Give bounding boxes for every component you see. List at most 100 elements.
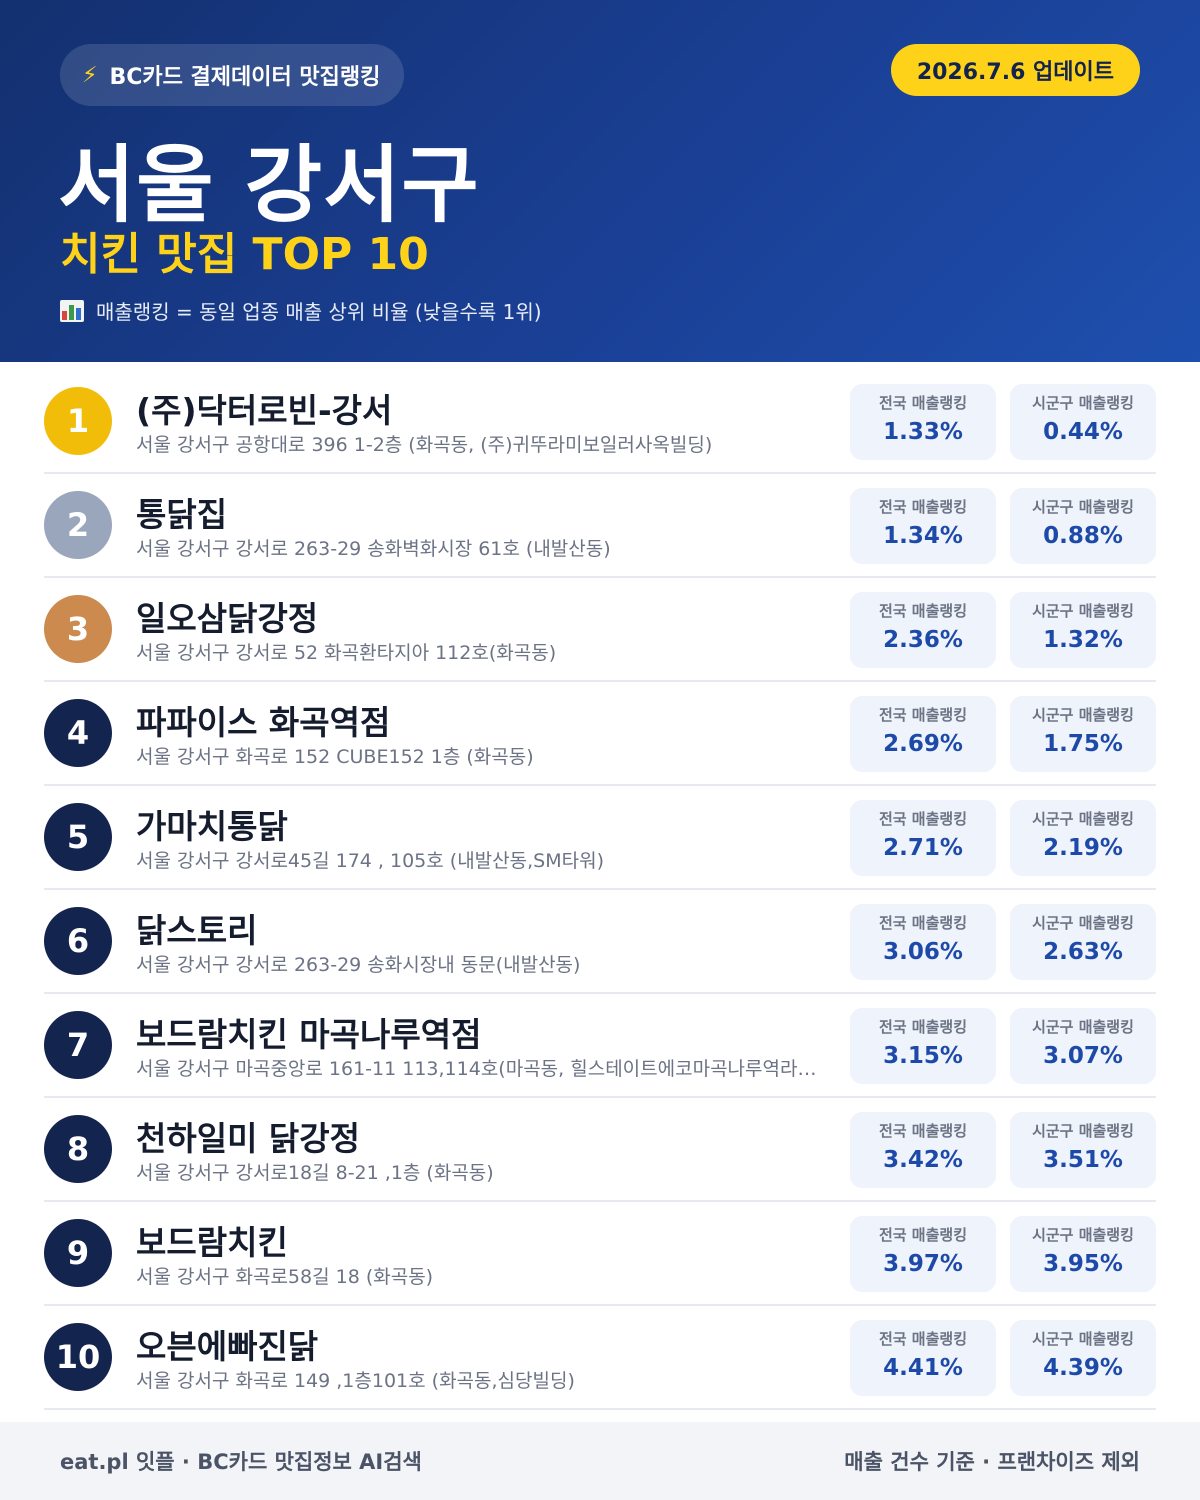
restaurant-list: 1 (주)닥터로빈-강서 서울 강서구 공항대로 396 1-2층 (화곡동, (주… [44,370,1156,1410]
restaurant-name: 천하일미 닭강정 [136,1119,361,1158]
national-ranking-value: 1.34% [883,523,963,549]
national-ranking-label: 전국 매출랭킹 [878,1330,968,1348]
restaurant-name: 가마치통닭 [136,807,288,846]
national-ranking-card: 전국 매출랭킹 2.36% [850,592,996,668]
rank-badge: 6 [44,907,112,975]
national-ranking-value: 4.41% [883,1355,963,1381]
national-ranking-label: 전국 매출랭킹 [878,706,968,724]
rank-badge: 7 [44,1011,112,1079]
local-ranking-card: 시군구 매출랭킹 1.32% [1010,592,1156,668]
update-date-badge: 2026.7.6 업데이트 [890,44,1140,96]
ranking-note: 매출랭킹 = 동일 업종 매출 상위 비율 (낮을수록 1위) [60,296,542,325]
restaurant-address: 서울 강서구 강서로45길 174 , 105호 (내발산동,SM타워) [136,850,604,872]
national-ranking-label: 전국 매출랭킹 [878,914,968,932]
local-ranking-value: 2.19% [1043,835,1123,861]
local-ranking-label: 시군구 매출랭킹 [1032,1330,1134,1348]
local-ranking-value: 1.32% [1043,627,1123,653]
national-ranking-value: 2.36% [883,627,963,653]
national-ranking-label: 전국 매출랭킹 [878,1122,968,1140]
rank-badge: 1 [44,387,112,455]
lightning-bolt-icon: ⚡ [82,62,98,88]
footer-criteria: 매출 건수 기준 · 프랜차이즈 제외 [844,1450,1140,1474]
restaurant-address: 서울 강서구 공항대로 396 1-2층 (화곡동, (주)귀뚜라미보일러사옥빌… [136,434,713,456]
restaurant-name: 닭스토리 [136,911,258,950]
national-ranking-card: 전국 매출랭킹 3.97% [850,1216,996,1292]
restaurant-row[interactable]: 4 파파이스 화곡역점 서울 강서구 화곡로 152 CUBE152 1층 (화곡동… [44,682,1156,786]
restaurant-row[interactable]: 1 (주)닥터로빈-강서 서울 강서구 공항대로 396 1-2층 (화곡동, (주… [44,370,1156,474]
restaurant-address: 서울 강서구 강서로 263-29 송화시장내 동문(내발산동) [136,954,581,976]
local-ranking-label: 시군구 매출랭킹 [1032,706,1134,724]
local-ranking-value: 0.88% [1043,523,1123,549]
bar-chart-icon [60,299,84,322]
local-ranking-value: 3.51% [1043,1147,1123,1173]
source-badge: ⚡ BC카드 결제데이터 맛집랭킹 [60,44,405,106]
national-ranking-value: 3.15% [883,1043,963,1069]
national-ranking-card: 전국 매출랭킹 2.71% [850,800,996,876]
restaurant-name: 보드람치킨 [136,1223,288,1262]
local-ranking-label: 시군구 매출랭킹 [1032,810,1134,828]
national-ranking-card: 전국 매출랭킹 1.34% [850,488,996,564]
local-ranking-label: 시군구 매출랭킹 [1032,1122,1134,1140]
restaurant-address: 서울 강서구 화곡로58길 18 (화곡동) [136,1266,434,1288]
ranking-note-text: 매출랭킹 = 동일 업종 매출 상위 비율 (낮을수록 1위) [96,300,542,324]
rank-badge: 3 [44,595,112,663]
header-banner: ⚡ BC카드 결제데이터 맛집랭킹 2026.7.6 업데이트 서울 강서구 치… [0,0,1200,362]
local-ranking-value: 0.44% [1043,419,1123,445]
local-ranking-card: 시군구 매출랭킹 4.39% [1010,1320,1156,1396]
national-ranking-label: 전국 매출랭킹 [878,602,968,620]
national-ranking-card: 전국 매출랭킹 4.41% [850,1320,996,1396]
page-subtitle: 치킨 맛집 TOP 10 [60,229,429,280]
restaurant-name: 보드람치킨 마곡나루역점 [136,1015,482,1054]
national-ranking-value: 3.06% [883,939,963,965]
local-ranking-label: 시군구 매출랭킹 [1032,498,1134,516]
national-ranking-label: 전국 매출랭킹 [878,810,968,828]
national-ranking-value: 1.33% [883,419,963,445]
national-ranking-card: 전국 매출랭킹 3.06% [850,904,996,980]
rank-badge: 5 [44,803,112,871]
rank-badge: 8 [44,1115,112,1183]
national-ranking-value: 2.71% [883,835,963,861]
local-ranking-label: 시군구 매출랭킹 [1032,394,1134,412]
restaurant-address: 서울 강서구 강서로 263-29 송화벽화시장 61호 (내발산동) [136,538,611,560]
rank-badge: 4 [44,699,112,767]
local-ranking-card: 시군구 매출랭킹 2.63% [1010,904,1156,980]
local-ranking-label: 시군구 매출랭킹 [1032,602,1134,620]
restaurant-address: 서울 강서구 강서로 52 화곡환타지아 112호(화곡동) [136,642,557,664]
national-ranking-card: 전국 매출랭킹 3.42% [850,1112,996,1188]
local-ranking-label: 시군구 매출랭킹 [1032,914,1134,932]
national-ranking-value: 2.69% [883,731,963,757]
local-ranking-value: 3.95% [1043,1251,1123,1277]
national-ranking-card: 전국 매출랭킹 1.33% [850,384,996,460]
source-badge-label: BC카드 결제데이터 맛집랭킹 [109,65,381,90]
restaurant-name: 오븐에빠진닭 [136,1327,319,1366]
restaurant-row[interactable]: 8 천하일미 닭강정 서울 강서구 강서로18길 8-21 ,1층 (화곡동) 전국 … [44,1098,1156,1202]
local-ranking-label: 시군구 매출랭킹 [1032,1018,1134,1036]
local-ranking-value: 1.75% [1043,731,1123,757]
local-ranking-card: 시군구 매출랭킹 0.44% [1010,384,1156,460]
restaurant-address: 서울 강서구 마곡중앙로 161-11 113,114호(마곡동, 힐스테이트에… [136,1058,817,1080]
local-ranking-value: 4.39% [1043,1355,1123,1381]
rank-badge: 2 [44,491,112,559]
page-title: 서울 강서구 [58,136,480,234]
local-ranking-card: 시군구 매출랭킹 3.07% [1010,1008,1156,1084]
national-ranking-label: 전국 매출랭킹 [878,1226,968,1244]
national-ranking-card: 전국 매출랭킹 2.69% [850,696,996,772]
national-ranking-value: 3.42% [883,1147,963,1173]
local-ranking-card: 시군구 매출랭킹 0.88% [1010,488,1156,564]
rank-badge: 10 [44,1323,112,1391]
local-ranking-card: 시군구 매출랭킹 2.19% [1010,800,1156,876]
restaurant-name: 일오삼닭강정 [136,599,319,638]
local-ranking-value: 2.63% [1043,939,1123,965]
restaurant-name: 통닭집 [136,495,228,534]
national-ranking-value: 3.97% [883,1251,963,1277]
national-ranking-label: 전국 매출랭킹 [878,1018,968,1036]
rank-badge: 9 [44,1219,112,1287]
restaurant-row[interactable]: 10 오븐에빠진닭 서울 강서구 화곡로 149 ,1층101호 (화곡동,심당빌딩… [44,1306,1156,1410]
footer: eat.pl 잇플 · BC카드 맛집정보 AI검색 매출 건수 기준 · 프랜… [0,1422,1200,1500]
